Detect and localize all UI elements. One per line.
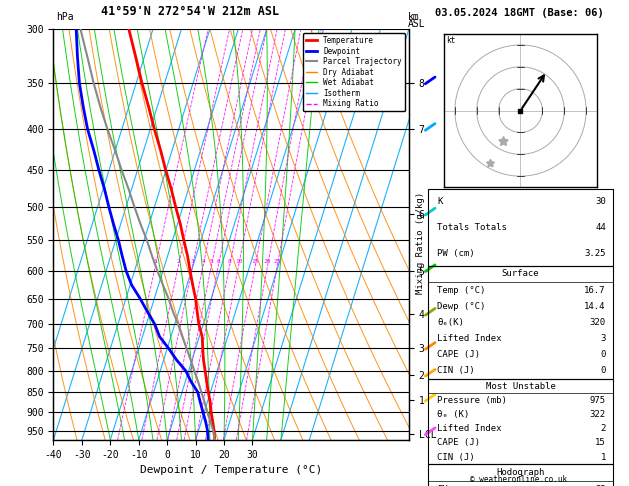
Text: Mixing Ratio (g/kg): Mixing Ratio (g/kg): [416, 192, 425, 294]
Text: 6: 6: [216, 259, 220, 263]
Text: 1: 1: [601, 452, 606, 462]
Text: Totals Totals: Totals Totals: [437, 223, 507, 232]
Text: Lifted Index: Lifted Index: [437, 424, 501, 433]
Text: CAPE (J): CAPE (J): [437, 438, 480, 448]
Text: 2: 2: [177, 259, 181, 263]
Text: 3: 3: [601, 334, 606, 343]
Text: 16.7: 16.7: [584, 286, 606, 295]
Legend: Temperature, Dewpoint, Parcel Trajectory, Dry Adiabat, Wet Adiabat, Isotherm, Mi: Temperature, Dewpoint, Parcel Trajectory…: [303, 33, 405, 111]
Text: 4: 4: [201, 259, 205, 263]
Text: 41°59'N 272°54'W 212m ASL: 41°59'N 272°54'W 212m ASL: [101, 5, 279, 18]
Text: 3: 3: [191, 259, 195, 263]
Text: EH: EH: [437, 485, 448, 486]
Text: K: K: [437, 197, 442, 207]
Text: 1: 1: [153, 259, 157, 263]
Text: © weatheronline.co.uk: © weatheronline.co.uk: [470, 474, 567, 484]
Text: Most Unstable: Most Unstable: [486, 382, 555, 391]
Text: θₑ(K): θₑ(K): [437, 318, 464, 327]
Text: 14.4: 14.4: [584, 302, 606, 311]
Text: Lifted Index: Lifted Index: [437, 334, 501, 343]
Text: km: km: [408, 12, 420, 22]
Text: 30: 30: [595, 197, 606, 207]
Text: 2: 2: [601, 424, 606, 433]
Text: PW (cm): PW (cm): [437, 248, 475, 258]
Text: 15: 15: [595, 438, 606, 448]
Text: Dewp (°C): Dewp (°C): [437, 302, 486, 311]
Text: 03.05.2024 18GMT (Base: 06): 03.05.2024 18GMT (Base: 06): [435, 8, 603, 18]
Text: 5: 5: [209, 259, 213, 263]
Text: Temp (°C): Temp (°C): [437, 286, 486, 295]
Text: 3.25: 3.25: [584, 248, 606, 258]
Text: 32: 32: [595, 485, 606, 486]
Text: θₑ (K): θₑ (K): [437, 410, 469, 419]
Text: 25: 25: [274, 259, 281, 263]
Text: CAPE (J): CAPE (J): [437, 350, 480, 359]
Text: 320: 320: [590, 318, 606, 327]
Text: ASL: ASL: [408, 19, 425, 29]
Text: 975: 975: [590, 396, 606, 405]
Text: CIN (J): CIN (J): [437, 366, 475, 376]
Text: Pressure (mb): Pressure (mb): [437, 396, 507, 405]
Text: CIN (J): CIN (J): [437, 452, 475, 462]
Text: Hodograph: Hodograph: [496, 468, 545, 477]
Text: 8: 8: [228, 259, 231, 263]
Text: Surface: Surface: [502, 269, 539, 278]
Text: 10: 10: [235, 259, 242, 263]
Text: hPa: hPa: [57, 12, 74, 22]
Text: kt: kt: [446, 36, 455, 45]
Text: 322: 322: [590, 410, 606, 419]
Text: 0: 0: [601, 366, 606, 376]
Text: 15: 15: [252, 259, 259, 263]
X-axis label: Dewpoint / Temperature (°C): Dewpoint / Temperature (°C): [140, 465, 322, 475]
Text: 44: 44: [595, 223, 606, 232]
Text: 20: 20: [264, 259, 272, 263]
Text: 0: 0: [601, 350, 606, 359]
